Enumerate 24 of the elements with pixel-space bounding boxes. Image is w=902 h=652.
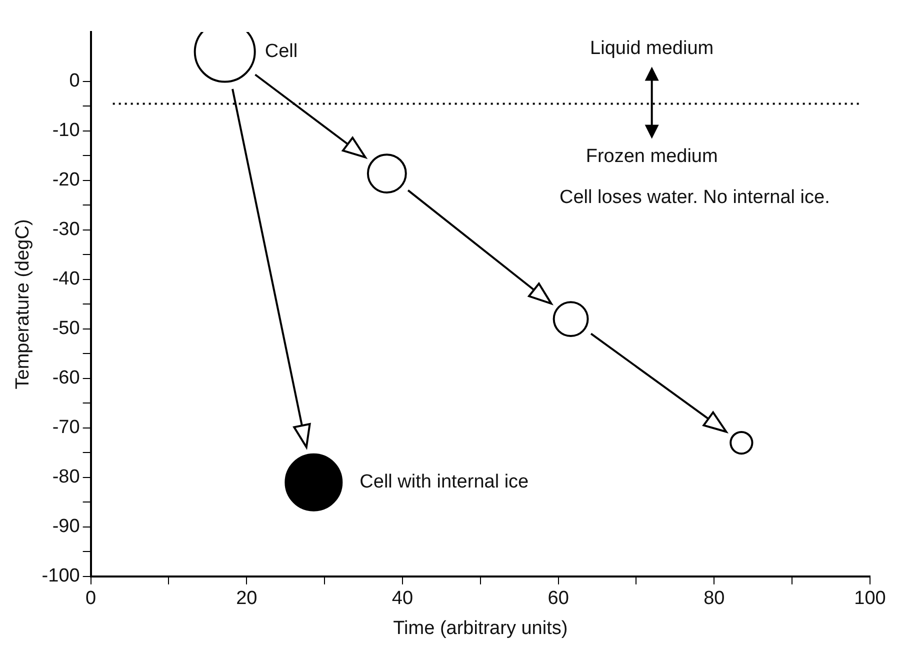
annotation: Cell: [264, 41, 298, 62]
x-axis-title: Time (arbitrary units): [393, 618, 568, 639]
annotation: Cell loses water. No internal ice.: [560, 186, 830, 208]
y-axis-title: Temperature (degC): [12, 219, 34, 390]
annotation: Liquid medium: [590, 38, 714, 59]
x-tick-label: 40: [392, 588, 414, 610]
x-tick-label: 20: [236, 588, 258, 610]
y-tick-label: -70: [52, 417, 80, 438]
y-tick-label: -100: [42, 566, 80, 587]
x-tick-label: 60: [548, 588, 569, 610]
y-tick-label: -10: [52, 120, 80, 142]
y-tick-label: -90: [52, 516, 80, 538]
y-tick-label: -20: [52, 170, 80, 191]
y-tick-label: -30: [52, 219, 80, 240]
annotation: Frozen medium: [586, 146, 718, 167]
x-tick-label: 100: [854, 588, 886, 610]
y-tick-label: -40: [52, 268, 80, 290]
x-tick-label: 80: [704, 588, 725, 610]
y-tick-label: 0: [69, 70, 80, 92]
y-tick-label: -80: [52, 466, 80, 488]
x-tick-label: 0: [86, 588, 96, 610]
annotation: Cell with internal ice: [360, 472, 529, 493]
y-tick-label: -60: [52, 368, 80, 389]
y-tick-label: -50: [52, 318, 80, 340]
